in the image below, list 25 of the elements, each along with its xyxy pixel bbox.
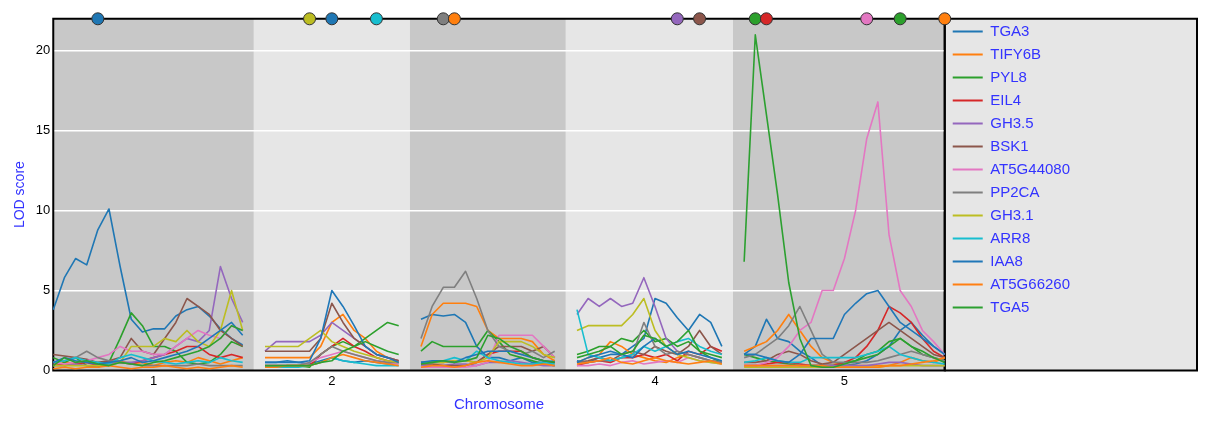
legend-label: TGA3 (990, 21, 1030, 39)
legend-label: GH3.5 (990, 113, 1034, 131)
y-tick-label: 15 (35, 122, 51, 138)
legend-label: PYL8 (990, 67, 1027, 85)
legend-label: TGA5 (990, 297, 1030, 315)
x-axis-title: Chromosome (453, 395, 545, 413)
y-tick-label: 5 (43, 282, 51, 298)
legend-label: AT5G66260 (990, 274, 1071, 292)
legend-label: GH3.1 (990, 205, 1034, 223)
x-tick-label: 5 (840, 372, 849, 388)
legend-label: TIFY6B (990, 44, 1042, 62)
y-tick-label: 0 (43, 361, 51, 377)
legend-label: EIL4 (990, 90, 1022, 108)
x-tick-label: 1 (149, 372, 158, 388)
legend-label: IAA8 (990, 251, 1023, 269)
legend-label: BSK1 (990, 136, 1029, 154)
legend-label: PP2CA (990, 182, 1040, 200)
legend-label: AT5G44080 (990, 159, 1071, 177)
x-tick-label: 3 (484, 372, 492, 388)
legend-label: ARR8 (990, 228, 1031, 246)
y-tick-label: 20 (35, 42, 51, 58)
y-tick-label: 10 (35, 202, 51, 218)
y-axis-title: LOD score (11, 160, 28, 229)
x-tick-label: 4 (651, 372, 659, 388)
x-tick-label: 2 (328, 372, 336, 388)
